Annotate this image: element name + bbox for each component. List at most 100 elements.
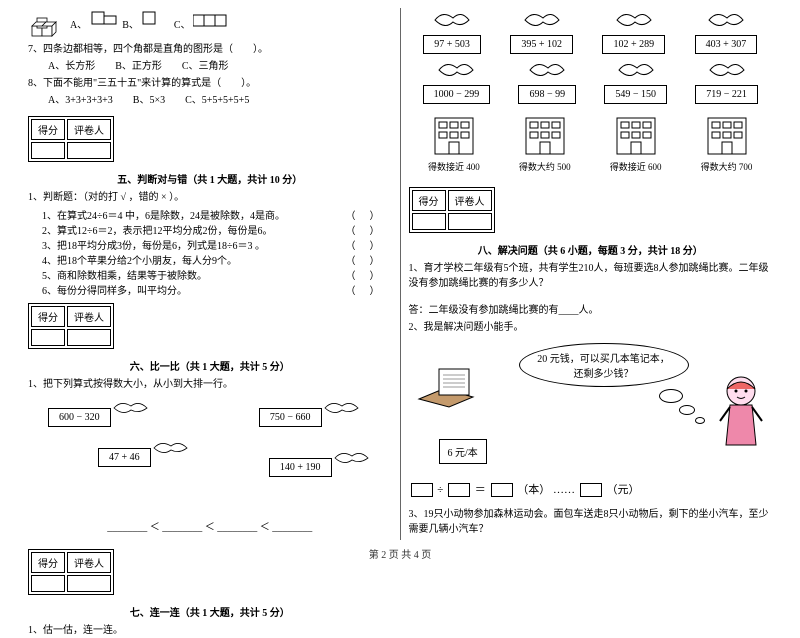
section-7-title: 七、连一连（共 1 大题，共计 5 分） <box>28 604 392 619</box>
expr-text: 600 − 320 <box>48 408 111 427</box>
pigeon-row-2: 1000 − 299 698 − 99 549 − 150 719 − 221 <box>409 58 773 104</box>
judge-text: 1、在算式24÷6＝4 中，6是除数，24是被除数，4是商。 <box>42 207 285 222</box>
score-label: 得分 <box>31 306 65 327</box>
price-box: 6 元/本 <box>439 439 487 464</box>
q7-opts: A、长方形 B、正方形 C、三角形 <box>28 59 392 74</box>
section-5-title: 五、判断对与错（共 1 大题，共计 10 分） <box>28 171 392 186</box>
score-box-5: 得分评卷人 <box>28 116 114 162</box>
building-item: 得数接近 600 <box>610 112 662 173</box>
q6-shapes: A、 B、 C、 <box>28 10 392 40</box>
score-label: 得分 <box>412 190 446 211</box>
shape-c2-icon <box>193 14 229 28</box>
expr-text: 750 − 660 <box>259 408 322 427</box>
bubble-line2: 还剩多少钱？ <box>532 365 676 380</box>
pigeon-icon <box>705 8 747 32</box>
building-label: 得数接近 400 <box>428 162 480 172</box>
formula-line: ÷ ＝ （本） …… （元） <box>409 481 773 497</box>
expr-text: 549 − 150 <box>604 85 667 104</box>
formula-box <box>580 483 602 497</box>
expr-card: 140 + 190 <box>269 448 372 477</box>
paren: （ ） <box>346 207 382 222</box>
expr-text: 140 + 190 <box>269 458 332 477</box>
pigeon-item: 395 + 102 <box>510 8 573 54</box>
paren: （ ） <box>346 252 382 267</box>
expr-text: 97 + 503 <box>423 35 481 54</box>
bubble-dot-icon <box>679 405 695 415</box>
expr-text: 698 − 99 <box>518 85 576 104</box>
bubble-dot-icon <box>695 417 705 424</box>
score-box-7: 得分评卷人 <box>28 549 114 595</box>
compare-intro: 1、把下列算式按得数大小，从小到大排一行。 <box>28 377 392 392</box>
bird-icon <box>111 398 151 420</box>
judge-6: 6、每份分得同样多，叫平均分。 （ ） <box>42 282 392 297</box>
judge-3: 3、把18平均分成3份，每份是6，列式是18÷6＝3 。（ ） <box>42 237 392 252</box>
pigeon-item: 719 − 221 <box>695 58 758 104</box>
judge-text: 6、每份分得同样多，叫平均分。 <box>42 282 187 297</box>
pigeon-item: 549 − 150 <box>604 58 667 104</box>
formula-box <box>448 483 470 497</box>
q8-text: 8、下面不能用"三五十五"来计算的算式是（ ）。 <box>28 76 392 91</box>
grader-label: 评卷人 <box>67 306 111 327</box>
paren: （ ） <box>346 222 382 237</box>
building-label: 得数大约 500 <box>519 162 571 172</box>
pigeon-item: 403 + 307 <box>695 8 758 54</box>
expr-text: 719 − 221 <box>695 85 758 104</box>
expr-text: 1000 − 299 <box>423 85 491 104</box>
div-sign: ÷ <box>437 484 443 496</box>
shape-c-icon <box>141 10 171 28</box>
opt-a: A、 <box>70 20 87 31</box>
q8-3: 3、19只小动物参加森林运动会。面包车送走8只小动物后，剩下的坐小汽车，至少需要… <box>409 507 773 537</box>
q8-1-ans: 答：二年级没有参加跳绳比赛的有____人。 <box>409 303 773 318</box>
judge-2: 2、算式12÷6＝2，表示把12平均分成2份，每份是6。 （ ） <box>42 222 392 237</box>
notebook-area: 20 元钱，可以买几本笔记本， 还剩多少钱？ 6 元/本 <box>409 341 773 471</box>
bubble-dot-icon <box>659 389 683 403</box>
sec7-intro: 1、估一估，连一连。 <box>28 623 392 638</box>
pigeon-row-1: 97 + 503 395 + 102 102 + 289 403 + 307 <box>409 8 773 54</box>
pigeon-icon <box>613 8 655 32</box>
building-icon <box>429 112 479 158</box>
pigeon-icon <box>526 58 568 82</box>
score-label: 得分 <box>31 552 65 573</box>
judge-text: 5、商和除数相乘，结果等于被除数。 <box>42 267 207 282</box>
expr-text: 102 + 289 <box>602 35 665 54</box>
opt-b: B、 <box>122 20 139 31</box>
formula-box <box>411 483 433 497</box>
formula-box <box>491 483 513 497</box>
building-label: 得数大约 700 <box>701 162 753 172</box>
paren: （ ） <box>346 282 382 297</box>
pigeon-icon <box>615 58 657 82</box>
judge-text: 2、算式12÷6＝2，表示把12平均分成2份，每份是6。 <box>42 222 273 237</box>
pigeon-item: 1000 − 299 <box>423 58 491 104</box>
section-8-title: 八、解决问题（共 6 小题，每题 3 分，共计 18 分） <box>409 242 773 257</box>
pigeon-icon <box>706 58 748 82</box>
paren: （ ） <box>346 267 382 282</box>
building-icon <box>702 112 752 158</box>
grader-label: 评卷人 <box>448 190 492 211</box>
judge-text: 3、把18平均分成3份，每份是6，列式是18÷6＝3 。 <box>42 237 265 252</box>
building-icon <box>611 112 661 158</box>
bird-icon <box>322 398 362 420</box>
speech-bubble: 20 元钱，可以买几本笔记本， 还剩多少钱？ <box>519 343 689 387</box>
score-label: 得分 <box>31 119 65 140</box>
building-item: 得数接近 400 <box>428 112 480 173</box>
grader-label: 评卷人 <box>67 552 111 573</box>
pigeon-icon <box>521 8 563 32</box>
q8-opts: A、3+3+3+3+3 B、5×3 C、5+5+5+5+5 <box>28 93 392 108</box>
pigeon-icon <box>435 58 477 82</box>
section-6-title: 六、比一比（共 1 大题，共计 5 分） <box>28 358 392 373</box>
judge-intro: 1、判断题：（对的打 √ ，错的 × ）。 <box>28 190 392 205</box>
expr-text: 395 + 102 <box>510 35 573 54</box>
q8-2: 2、我是解决问题小能手。 <box>409 320 773 335</box>
expr-card: 600 − 320 <box>48 398 151 427</box>
pigeon-item: 102 + 289 <box>602 8 665 54</box>
pigeon-item: 97 + 503 <box>423 8 481 54</box>
expr-card: 47 + 46 <box>98 438 191 467</box>
building-item: 得数大约 500 <box>519 112 571 173</box>
expr-text: 47 + 46 <box>98 448 151 467</box>
pigeon-icon <box>431 8 473 32</box>
q8-1: 1、育才学校二年级有5个班，共有学生210人，每班要选8人参加跳绳比赛。二年级没… <box>409 261 773 291</box>
shape-b-icon <box>90 10 120 28</box>
girl-icon <box>712 371 770 461</box>
dots-sign: …… <box>553 484 575 496</box>
q7-text: 7、四条边都相等，四个角都是直角的图形是（ ）。 <box>28 42 392 57</box>
